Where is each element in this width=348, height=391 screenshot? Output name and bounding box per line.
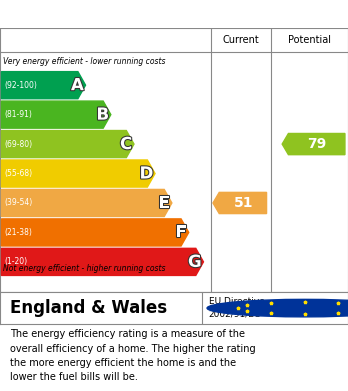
Text: England & Wales: England & Wales	[10, 299, 168, 317]
Text: Not energy efficient - higher running costs: Not energy efficient - higher running co…	[3, 264, 166, 273]
Text: D: D	[140, 165, 153, 183]
Text: E: E	[159, 194, 170, 212]
Text: G: G	[188, 253, 202, 271]
Polygon shape	[1, 219, 189, 246]
Polygon shape	[1, 189, 172, 217]
Text: Potential: Potential	[288, 35, 331, 45]
Text: Very energy efficient - lower running costs: Very energy efficient - lower running co…	[3, 57, 166, 66]
Text: A: A	[71, 76, 84, 94]
Text: (69-80): (69-80)	[4, 140, 32, 149]
Polygon shape	[1, 248, 204, 275]
Text: Current: Current	[223, 35, 259, 45]
Polygon shape	[1, 160, 155, 187]
Text: C: C	[120, 135, 132, 153]
Text: The energy efficiency rating is a measure of the
overall efficiency of a home. T: The energy efficiency rating is a measur…	[10, 329, 256, 382]
Polygon shape	[213, 192, 267, 213]
Polygon shape	[1, 131, 134, 158]
Polygon shape	[1, 101, 111, 128]
Circle shape	[207, 300, 348, 317]
Text: (1-20): (1-20)	[4, 257, 27, 266]
Text: (55-68): (55-68)	[4, 169, 32, 178]
Text: 79: 79	[307, 137, 327, 151]
Text: (21-38): (21-38)	[4, 228, 32, 237]
Text: B: B	[96, 106, 109, 124]
Text: EU Directive
2002/91/EC: EU Directive 2002/91/EC	[209, 298, 265, 319]
Text: (81-91): (81-91)	[4, 110, 32, 119]
Text: F: F	[176, 223, 187, 241]
Text: 51: 51	[234, 196, 253, 210]
Text: (39-54): (39-54)	[4, 199, 32, 208]
Text: Energy Efficiency Rating: Energy Efficiency Rating	[10, 7, 220, 22]
Polygon shape	[1, 72, 86, 99]
Text: (92-100): (92-100)	[4, 81, 37, 90]
Polygon shape	[282, 133, 345, 155]
